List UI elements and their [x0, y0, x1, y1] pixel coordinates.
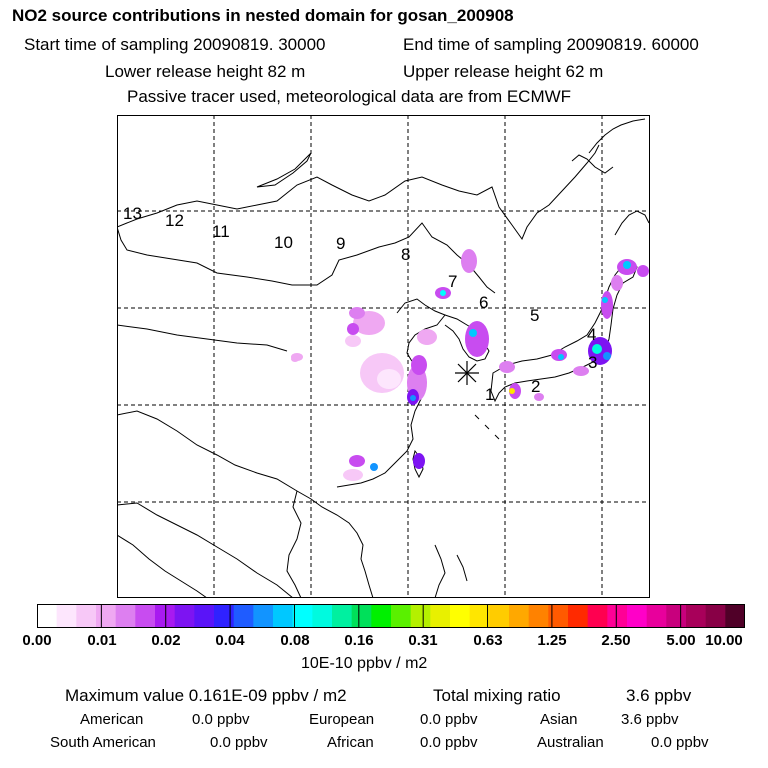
colorbar-swatch	[37, 604, 58, 628]
colorbar-swatch	[607, 604, 628, 628]
colorbar-border	[37, 604, 745, 628]
region-value: 0.0 ppbv	[420, 734, 478, 751]
region-value: 0.0 ppbv	[192, 711, 250, 728]
colorbar-tick-label: 0.31	[408, 632, 438, 649]
colorbar-tick-label: 0.02	[151, 632, 181, 649]
region-name: American	[80, 711, 144, 728]
colorbar-swatch	[450, 604, 471, 628]
trajectory-label: 4	[587, 325, 596, 344]
colorbar-swatch	[489, 604, 510, 628]
emission-hotspots	[291, 249, 649, 481]
colorbar-swatch	[391, 604, 412, 628]
colorbar-swatch	[666, 604, 687, 628]
region-value: 3.6 ppbv	[621, 711, 679, 728]
colorbar-swatch	[528, 604, 549, 628]
total-mixing-value: 3.6 ppbv	[626, 686, 692, 705]
region-value: 0.0 ppbv	[210, 734, 268, 751]
colorbar-swatch	[705, 604, 726, 628]
colorbar-swatch	[76, 604, 97, 628]
colorbar-swatch	[214, 604, 235, 628]
colorbar-tick-label: 5.00	[666, 632, 696, 649]
colorbar-swatch	[548, 604, 569, 628]
colorbar-swatch	[332, 604, 353, 628]
colorbar-swatch	[509, 604, 530, 628]
colorbar-tick-label: 10.00	[705, 632, 743, 649]
total-mixing-label: Total mixing ratio	[433, 686, 561, 705]
colorbar-swatch	[273, 604, 294, 628]
star-icon	[455, 361, 479, 385]
trajectory-labels: 13 12 11 10 9 8 7 6 5 4 3 2 1	[123, 204, 597, 404]
max-value-label: Maximum value 0.161E-09 ppbv / m2	[65, 686, 347, 705]
colorbar-tick-label: 0.04	[215, 632, 245, 649]
colorbar-swatch	[469, 604, 490, 628]
region-value: 0.0 ppbv	[420, 711, 478, 728]
colorbar-swatch	[135, 604, 156, 628]
trajectory-label: 7	[448, 272, 457, 291]
region-name: European	[309, 711, 375, 728]
colorbar-swatch	[627, 604, 648, 628]
region-name: South American	[50, 734, 156, 751]
colorbar	[37, 604, 745, 628]
colorbar-swatch	[194, 604, 215, 628]
region-value: 0.0 ppbv	[651, 734, 709, 751]
trajectory-label: 13	[123, 204, 142, 223]
trajectory-label: 9	[336, 234, 345, 253]
colorbar-swatch	[351, 604, 372, 628]
colorbar-swatch	[56, 604, 77, 628]
colorbar-tick-label: 1.25	[537, 632, 567, 649]
colorbar-swatch	[430, 604, 451, 628]
colorbar-tick-label: 0.08	[280, 632, 310, 649]
trajectory-label: 3	[588, 353, 597, 372]
trajectory-label: 1	[485, 385, 494, 404]
trajectory-label: 12	[165, 211, 184, 230]
upper-release-height-label: Upper release height 62 m	[403, 62, 604, 81]
trajectory-label: 10	[274, 233, 293, 252]
map-panel: 13 12 11 10 9 8 7 6 5 4 3 2 1	[117, 115, 650, 598]
colorbar-swatch	[292, 604, 313, 628]
colorbar-tick-label: 0.63	[473, 632, 503, 649]
colorbar-swatch	[115, 604, 136, 628]
trajectory-label: 8	[401, 245, 410, 264]
region-name: Asian	[540, 711, 578, 728]
trajectory-label: 11	[212, 222, 230, 241]
colorbar-tick-label: 2.50	[601, 632, 631, 649]
colorbar-swatch	[587, 604, 608, 628]
trajectory-label: 5	[530, 306, 539, 325]
colorbar-swatch	[253, 604, 274, 628]
colorbar-swatch	[371, 604, 392, 628]
colorbar-tick-label: 0.16	[344, 632, 374, 649]
colorbar-swatch	[233, 604, 254, 628]
colorbar-swatch	[96, 604, 117, 628]
tracer-note: Passive tracer used, meteorological data…	[127, 87, 572, 106]
end-time-label: End time of sampling 20090819. 60000	[403, 35, 699, 54]
region-name: Australian	[537, 734, 604, 751]
region-name: African	[327, 734, 374, 751]
lower-release-height-label: Lower release height 82 m	[105, 62, 306, 81]
colorbar-tick-label: 0.00	[22, 632, 52, 649]
colorbar-swatch	[725, 604, 745, 628]
colorbar-units: 10E-10 ppbv / m2	[301, 655, 428, 672]
trajectory-label: 6	[479, 293, 488, 312]
colorbar-swatch	[174, 604, 195, 628]
colorbar-swatch	[686, 604, 707, 628]
colorbar-swatch	[646, 604, 667, 628]
map-gridlines	[117, 115, 650, 598]
colorbar-swatch	[312, 604, 333, 628]
page-title: NO2 source contributions in nested domai…	[12, 6, 514, 25]
start-time-label: Start time of sampling 20090819. 30000	[24, 35, 326, 54]
colorbar-tick-label: 0.01	[87, 632, 117, 649]
colorbar-swatch	[410, 604, 431, 628]
trajectory-label: 2	[531, 377, 540, 396]
colorbar-swatch	[568, 604, 589, 628]
colorbar-swatch	[155, 604, 176, 628]
